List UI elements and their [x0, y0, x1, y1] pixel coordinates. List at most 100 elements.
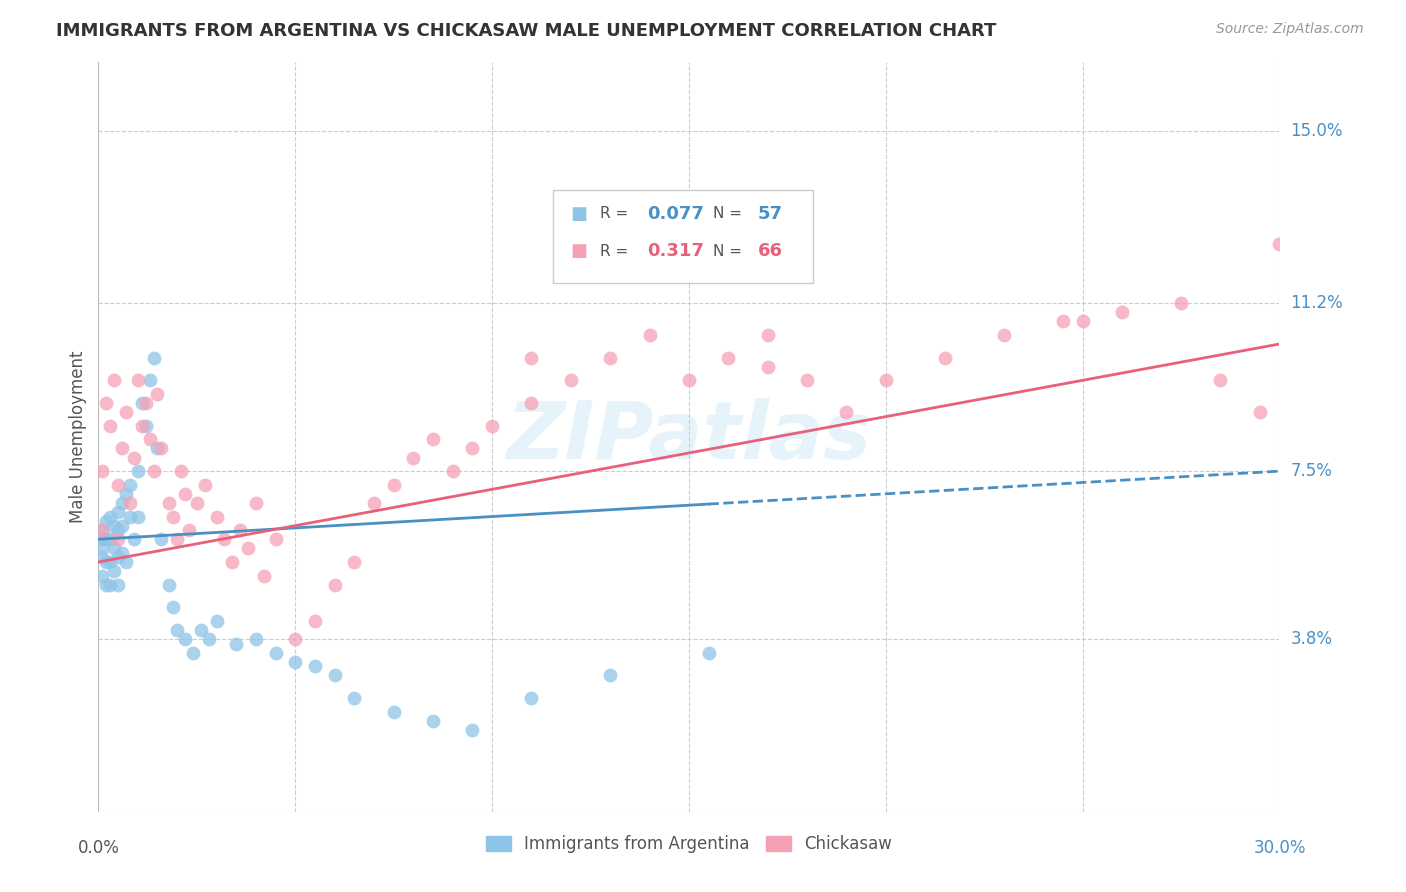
Point — [162, 600, 184, 615]
Point — [796, 373, 818, 387]
Point — [115, 555, 138, 569]
Point — [520, 351, 543, 365]
Point — [127, 373, 149, 387]
Text: 7.5%: 7.5% — [1291, 462, 1333, 480]
Point — [264, 533, 287, 547]
Point — [96, 396, 118, 410]
Point — [194, 477, 217, 491]
Point — [382, 477, 405, 491]
Point — [835, 405, 858, 419]
Text: 0.317: 0.317 — [648, 243, 704, 260]
Point — [245, 496, 267, 510]
Point — [115, 405, 138, 419]
Point — [1170, 296, 1192, 310]
Point — [205, 509, 228, 524]
Point — [170, 464, 193, 478]
Text: N =: N = — [713, 244, 747, 259]
Point — [103, 541, 125, 556]
Point — [111, 546, 134, 560]
Point — [138, 433, 160, 447]
Text: 3.8%: 3.8% — [1291, 630, 1333, 648]
Point — [103, 373, 125, 387]
Point — [422, 714, 444, 728]
Point — [122, 533, 145, 547]
Point — [107, 523, 129, 537]
Point — [107, 550, 129, 565]
Point — [96, 555, 118, 569]
Point — [177, 523, 200, 537]
Point — [323, 577, 346, 591]
Point — [875, 373, 897, 387]
Point — [214, 533, 236, 547]
Point — [363, 496, 385, 510]
Point — [186, 496, 208, 510]
Point — [111, 496, 134, 510]
Point — [91, 533, 114, 547]
Text: 11.2%: 11.2% — [1291, 294, 1343, 312]
Point — [697, 646, 720, 660]
Point — [150, 442, 173, 456]
Point — [150, 533, 173, 547]
Point — [98, 418, 121, 433]
Point — [205, 614, 228, 628]
Point — [91, 523, 114, 537]
Point — [91, 550, 114, 565]
Point — [1268, 237, 1291, 252]
Point — [253, 568, 276, 582]
Point — [756, 327, 779, 342]
Point — [993, 327, 1015, 342]
Point — [96, 533, 118, 547]
Point — [304, 659, 326, 673]
Point — [118, 509, 141, 524]
Point — [304, 614, 326, 628]
Point — [107, 533, 129, 547]
Point — [127, 464, 149, 478]
Point — [115, 487, 138, 501]
Point — [91, 568, 114, 582]
Point — [96, 577, 118, 591]
Point — [197, 632, 219, 647]
Point — [343, 555, 366, 569]
Point — [441, 464, 464, 478]
Point — [127, 509, 149, 524]
Point — [103, 518, 125, 533]
Point — [284, 632, 307, 647]
Point — [1209, 373, 1232, 387]
Point — [146, 442, 169, 456]
Point — [756, 359, 779, 374]
Point — [135, 396, 157, 410]
Text: 15.0%: 15.0% — [1291, 121, 1343, 139]
Text: 0.077: 0.077 — [648, 205, 704, 223]
Point — [131, 418, 153, 433]
Point — [96, 514, 118, 528]
Point — [382, 705, 405, 719]
Point — [98, 509, 121, 524]
Text: 66: 66 — [758, 243, 783, 260]
Point — [118, 477, 141, 491]
Point — [166, 623, 188, 637]
Text: ZIPatlas: ZIPatlas — [506, 398, 872, 476]
Point — [142, 464, 165, 478]
Point — [98, 533, 121, 547]
Point — [91, 541, 114, 556]
Point — [481, 418, 503, 433]
Point — [1052, 314, 1074, 328]
Legend: Immigrants from Argentina, Chickasaw: Immigrants from Argentina, Chickasaw — [479, 829, 898, 860]
Point — [221, 555, 243, 569]
Point — [323, 668, 346, 682]
Point — [245, 632, 267, 647]
Point — [162, 509, 184, 524]
Point — [599, 668, 621, 682]
Point — [138, 373, 160, 387]
Point — [520, 396, 543, 410]
Point — [402, 450, 425, 465]
Point — [107, 477, 129, 491]
Point — [678, 373, 700, 387]
Point — [122, 450, 145, 465]
Point — [157, 577, 180, 591]
Point — [111, 442, 134, 456]
Point — [461, 442, 484, 456]
Text: 0.0%: 0.0% — [77, 839, 120, 857]
Point — [142, 351, 165, 365]
Point — [98, 555, 121, 569]
